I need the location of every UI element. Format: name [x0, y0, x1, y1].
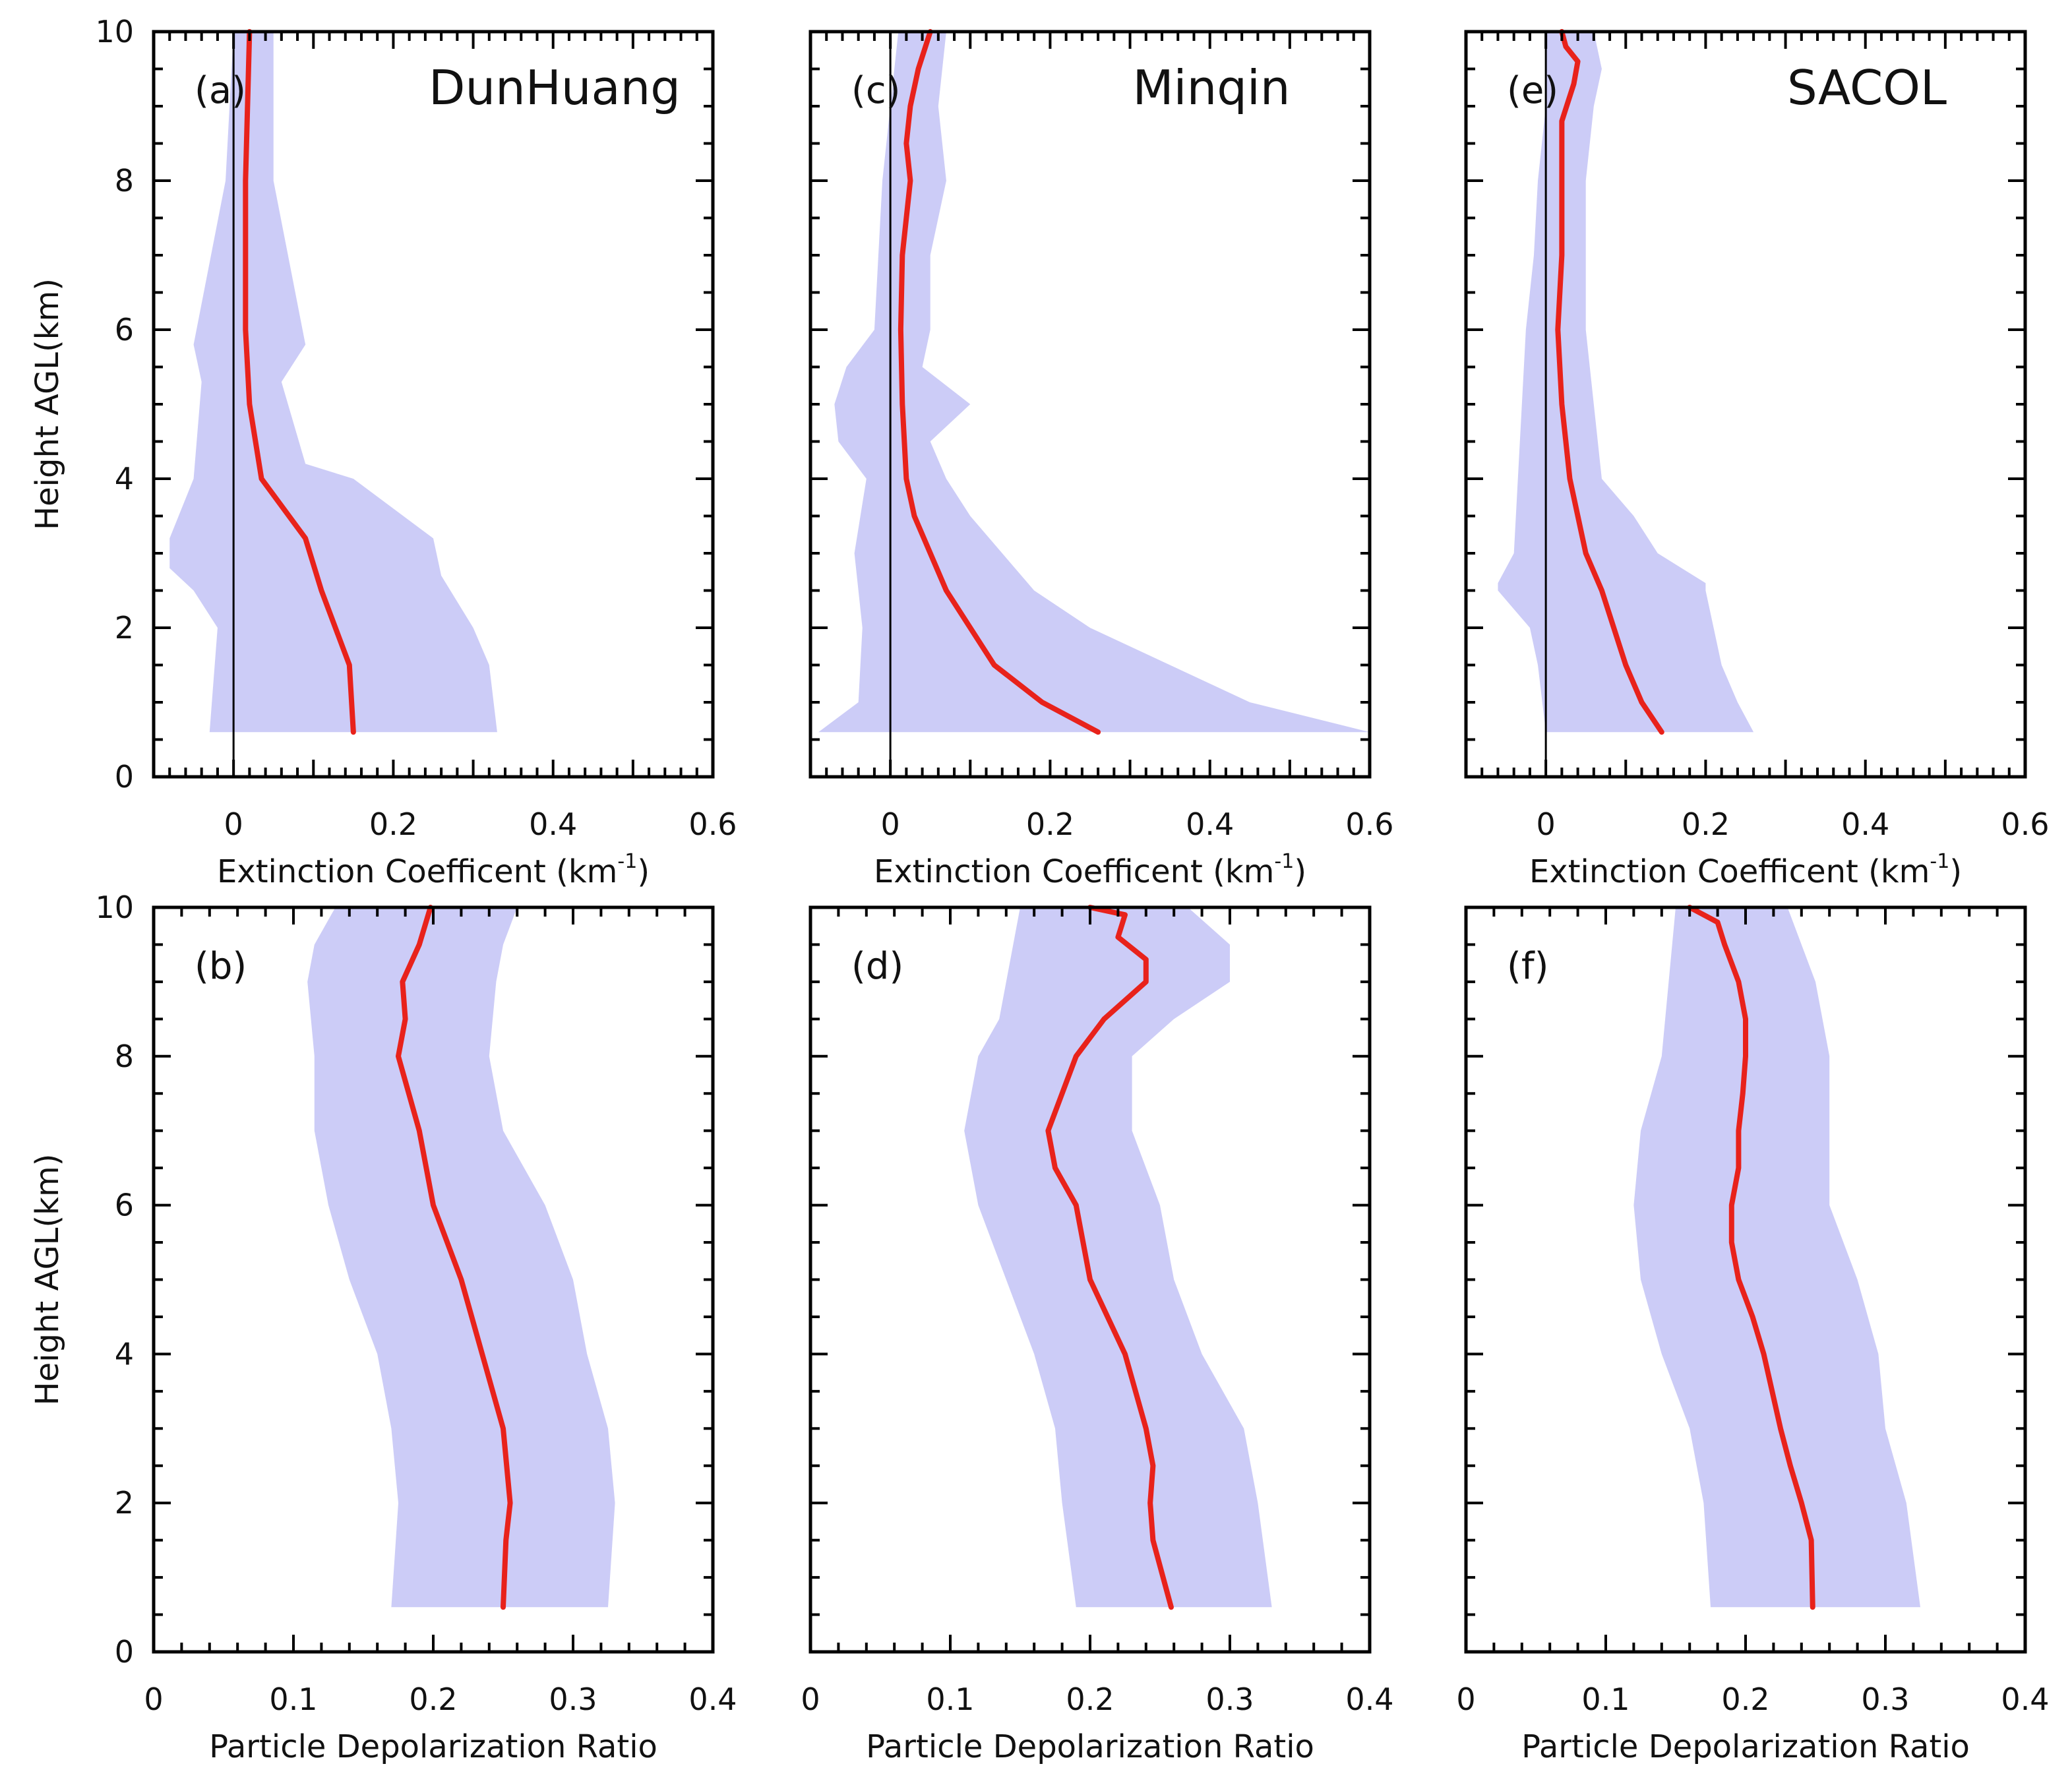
x-tick-label: 0.4: [688, 1682, 737, 1717]
x-axis-title: Particle Depolarization Ratio: [209, 1728, 657, 1765]
panel-label: (e): [1507, 69, 1558, 112]
mean-profile-line: [396, 905, 513, 1610]
y-tick-label: 8: [115, 163, 134, 198]
mean-profile-line: [243, 29, 356, 735]
std-band: [1633, 907, 1920, 1608]
panel-label: (f): [1507, 945, 1548, 988]
y-tick-label: 4: [115, 461, 134, 497]
panel-label: (d): [851, 945, 903, 988]
y-tick-label: 10: [95, 14, 134, 49]
mean-profile-line: [1555, 29, 1664, 735]
y-tick-label: 4: [115, 1336, 134, 1372]
panel-c: 0 0.2 0.4 0.6 Extinction Coefficent (km-1) (c…: [808, 29, 1394, 890]
x-tick-label: 0: [1537, 806, 1556, 842]
y-tick-label: 2: [115, 1485, 134, 1521]
x-axis-title: Extinction Coefficent (km-1): [1529, 850, 1962, 890]
panel-e: 0 0.2 0.4 0.6 Extinction Coefficent (km-1) (e…: [1464, 29, 2050, 890]
x-tick-label: 0: [1456, 1682, 1475, 1717]
x-tick-label: 0.3: [1205, 1682, 1254, 1717]
panel-d: 0 0.1 0.2 0.3 0.4 Particle Depolarization Rat…: [801, 905, 1394, 1765]
x-tick-label: 0.4: [2001, 1682, 2049, 1717]
x-tick-label: 0: [801, 1682, 820, 1717]
y-axis-title: Height AGL(km): [29, 1154, 66, 1406]
y-tick-label: 6: [115, 1188, 134, 1223]
x-tick-label: 0.2: [409, 1682, 457, 1717]
mean-profile-line: [1045, 905, 1174, 1610]
y-axis-title: Height AGL(km): [29, 278, 66, 530]
x-tick-label: 0.2: [369, 806, 417, 842]
x-tick-label: 0.1: [926, 1682, 974, 1717]
std-band: [964, 907, 1272, 1608]
x-axis-title: Extinction Coefficent (km-1): [874, 850, 1306, 890]
x-tick-label: 0: [224, 806, 243, 842]
x-tick-label: 0: [144, 1682, 163, 1717]
x-tick-label: 0.1: [1581, 1682, 1630, 1717]
x-tick-label: 0.6: [688, 806, 737, 842]
y-tick-label: 0: [115, 1634, 134, 1670]
std-band: [169, 32, 497, 733]
y-tick-label: 0: [115, 759, 134, 795]
x-tick-label: 0.1: [269, 1682, 317, 1717]
x-tick-label: 0.2: [1026, 806, 1074, 842]
panel-label: (c): [851, 69, 900, 112]
x-tick-label: 0.4: [1841, 806, 1889, 842]
y-tick-label: 6: [115, 312, 134, 348]
x-tick-label: 0.4: [529, 806, 577, 842]
y-tick-label: 8: [115, 1039, 134, 1074]
x-axis-title: Particle Depolarization Ratio: [866, 1728, 1314, 1765]
panel-label: (b): [195, 945, 247, 988]
x-axis-title: Particle Depolarization Ratio: [1521, 1728, 1970, 1765]
y-tick-label: 2: [115, 610, 134, 646]
std-band: [307, 907, 615, 1608]
panel-b: 0 0.1 0.2 0.3 0.4 0 2 4 6 8 10 Particle Depolarizat…: [29, 890, 737, 1765]
x-tick-label: 0.4: [1186, 806, 1234, 842]
panel-f: 0 0.1 0.2 0.3 0.4 Particle Depolarization Rat…: [1456, 905, 2050, 1765]
x-tick-label: 0.3: [549, 1682, 597, 1717]
x-tick-label: 0.6: [2001, 806, 2049, 842]
site-name: Minqin: [1132, 60, 1290, 115]
y-tick-label: 10: [95, 890, 134, 925]
x-tick-label: 0.4: [1345, 1682, 1393, 1717]
x-axis-title: Extinction Coefficent (km-1): [217, 850, 650, 890]
mean-profile-line: [898, 29, 1101, 735]
panel-label: (a): [195, 69, 246, 112]
x-tick-label: 0.6: [1345, 806, 1393, 842]
std-band: [1498, 32, 1754, 733]
mean-profile-line: [1687, 905, 1815, 1610]
std-band: [818, 32, 1370, 733]
x-tick-label: 0.2: [1721, 1682, 1769, 1717]
site-name: SACOL: [1787, 60, 1947, 115]
x-tick-label: 0.2: [1682, 806, 1730, 842]
panel-a: 0 0.2 0.4 0.6 0 2 4 6 8 10 Extinction Coefficent (…: [29, 14, 737, 890]
x-tick-label: 0: [881, 806, 900, 842]
site-name: DunHuang: [429, 60, 681, 115]
x-tick-label: 0.3: [1861, 1682, 1909, 1717]
x-tick-label: 0.2: [1066, 1682, 1114, 1717]
